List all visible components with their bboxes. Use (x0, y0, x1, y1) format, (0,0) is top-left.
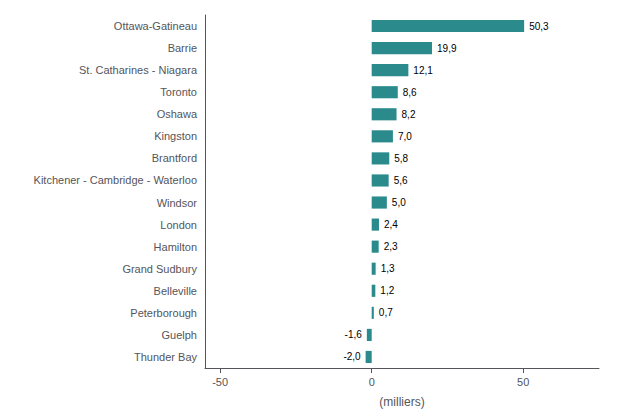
svg-text:Windsor: Windsor (157, 197, 198, 209)
svg-text:St. Catharines - Niagara: St. Catharines - Niagara (79, 64, 198, 76)
svg-text:5,8: 5,8 (394, 153, 408, 164)
svg-text:Oshawa: Oshawa (157, 108, 198, 120)
svg-text:Guelph: Guelph (162, 329, 197, 341)
svg-text:12,1: 12,1 (413, 65, 433, 76)
svg-text:8,6: 8,6 (403, 87, 417, 98)
svg-text:Toronto: Toronto (160, 86, 197, 98)
svg-text:-50: -50 (212, 376, 228, 388)
svg-text:50: 50 (517, 376, 529, 388)
svg-text:Peterborough: Peterborough (130, 307, 197, 319)
svg-text:19,9: 19,9 (437, 43, 457, 54)
svg-text:Ottawa-Gatineau: Ottawa-Gatineau (114, 20, 197, 32)
svg-text:50,3: 50,3 (529, 21, 549, 32)
svg-text:0,7: 0,7 (379, 307, 393, 318)
svg-text:(milliers): (milliers) (379, 395, 424, 409)
svg-text:5,6: 5,6 (394, 175, 408, 186)
svg-text:Brantford: Brantford (152, 152, 197, 164)
svg-text:1,3: 1,3 (381, 263, 395, 274)
svg-text:7,0: 7,0 (398, 131, 412, 142)
svg-text:Belleville: Belleville (154, 285, 197, 297)
svg-text:-1,6: -1,6 (345, 329, 363, 340)
svg-text:2,3: 2,3 (384, 241, 398, 252)
svg-text:0: 0 (369, 376, 375, 388)
svg-text:8,2: 8,2 (402, 109, 416, 120)
svg-text:Thunder Bay: Thunder Bay (134, 351, 197, 363)
svg-text:Hamilton: Hamilton (154, 241, 197, 253)
svg-text:5,0: 5,0 (392, 197, 406, 208)
svg-text:Kitchener - Cambridge - Waterl: Kitchener - Cambridge - Waterloo (34, 174, 197, 186)
svg-text:2,4: 2,4 (384, 219, 398, 230)
svg-text:-2,0: -2,0 (343, 351, 361, 362)
svg-text:Barrie: Barrie (168, 42, 197, 54)
svg-text:Kingston: Kingston (154, 130, 197, 142)
svg-text:London: London (160, 219, 197, 231)
svg-text:1,2: 1,2 (380, 285, 394, 296)
svg-text:Grand Sudbury: Grand Sudbury (122, 263, 197, 275)
